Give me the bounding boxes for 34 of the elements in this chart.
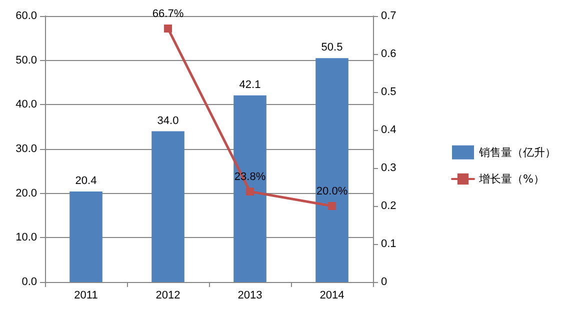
y2-tick-label: 0.2 (381, 200, 396, 212)
y-tick-label: 0.0 (22, 276, 37, 288)
y-tick-label: 10.0 (16, 232, 37, 244)
data-label: 20.0% (316, 186, 348, 198)
bar (70, 192, 102, 282)
legend-label: 销售量（亿升） (478, 146, 556, 159)
y-tick-label: 60.0 (16, 10, 37, 22)
x-tick-label: 2014 (320, 290, 344, 302)
point (164, 24, 172, 33)
data-label: 66.7% (152, 8, 184, 20)
data-label: 34.0 (157, 114, 179, 127)
y2-tick-label: 0.6 (381, 48, 396, 60)
y-tick-label: 20.0 (16, 187, 37, 200)
point (246, 188, 254, 196)
x-tick-label: 2011 (74, 290, 98, 302)
x-tick-label: 2012 (156, 290, 180, 302)
y2-tick-label: 0.5 (381, 86, 396, 98)
point (328, 202, 336, 210)
y-tick-label: 40.0 (16, 98, 37, 111)
data-label: 20.4 (75, 175, 97, 188)
x-tick-label: 2013 (238, 290, 262, 302)
bar (234, 95, 266, 282)
data-label: 50.5 (321, 42, 343, 54)
bar (316, 58, 348, 282)
data-label: 42.1 (239, 78, 261, 91)
y2-tick-label: 0.1 (381, 238, 396, 250)
y-tick-label: 50.0 (16, 54, 37, 66)
bar (152, 131, 184, 282)
y2-tick-label: 0.7 (381, 10, 396, 22)
y2-tick-label: 0.4 (381, 124, 396, 136)
y2-tick-label: 0.3 (381, 162, 396, 174)
y-tick-label: 30.0 (16, 143, 37, 155)
legend-label: 增长量（%） (478, 172, 544, 186)
y2-tick-label: 0 (381, 276, 388, 288)
